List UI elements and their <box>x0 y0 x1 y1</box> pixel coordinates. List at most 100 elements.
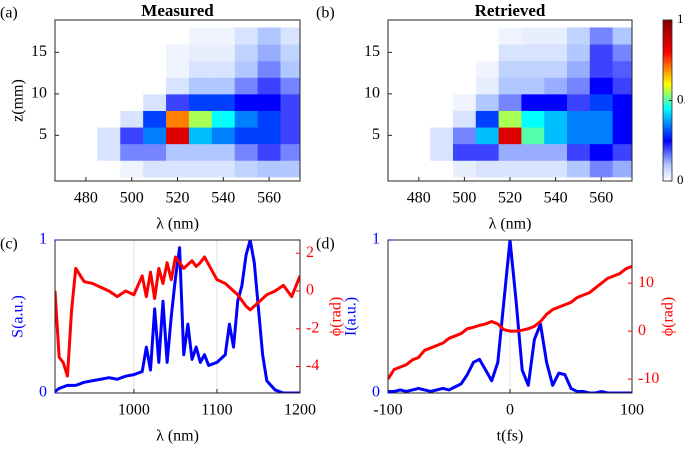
heat-cell <box>55 110 75 128</box>
heat-cell <box>388 77 408 95</box>
x-tick-label: 500 <box>452 190 476 207</box>
heat-cell <box>280 44 300 62</box>
y-axis-label: z(mm) <box>10 79 27 122</box>
heat-cell <box>166 77 190 95</box>
heat-cell <box>475 160 500 178</box>
x-tick-label: 1200 <box>284 402 316 419</box>
plot-area <box>388 27 632 178</box>
heat-cell <box>407 27 431 45</box>
heat-cell <box>521 44 545 62</box>
x-tick-label: -100 <box>373 402 402 419</box>
heat-cell <box>567 110 591 128</box>
heat-cell <box>211 44 236 62</box>
heat-cell <box>234 44 259 62</box>
heat-cell <box>166 60 190 78</box>
heat-cell <box>188 93 213 111</box>
heat-cell <box>407 127 431 145</box>
chart-title: Retrieved <box>475 1 546 20</box>
y-tick-label: 5 <box>39 126 47 143</box>
heat-cell <box>498 77 522 95</box>
heat-cell <box>498 27 522 45</box>
x-tick-label: 0 <box>506 402 514 419</box>
heat-cell <box>257 143 282 161</box>
heat-cell <box>521 127 545 145</box>
heat-cell <box>388 27 408 45</box>
colorbar-tick-label: 0 <box>677 172 684 187</box>
x-tick-label: 540 <box>544 190 568 207</box>
heat-cell <box>188 110 213 128</box>
heat-cell <box>544 60 568 78</box>
heat-cell <box>567 44 591 62</box>
axes-frame <box>54 239 301 394</box>
heat-cell <box>407 60 431 78</box>
y2-tick-label: 2 <box>306 244 314 261</box>
series-line <box>388 240 632 393</box>
heat-cell <box>452 77 477 95</box>
heat-cell <box>120 160 144 178</box>
plot-area <box>388 240 632 393</box>
heat-cell <box>388 110 408 128</box>
heat-cell <box>430 160 454 178</box>
heat-cell <box>521 93 545 111</box>
heat-cell <box>74 44 98 62</box>
x-axis-label: t(fs) <box>497 428 524 445</box>
heat-cell <box>55 93 75 111</box>
y2-tick-label: 10 <box>638 274 654 291</box>
y-tick-label: 15 <box>364 43 380 60</box>
heat-cell <box>188 127 213 145</box>
heat-cell <box>97 143 121 161</box>
heat-cell <box>612 110 632 128</box>
heat-cell <box>612 60 632 78</box>
heat-cell <box>388 143 408 161</box>
heat-cell <box>589 143 614 161</box>
heat-cell <box>143 93 167 111</box>
heat-cell <box>143 60 167 78</box>
heat-cell <box>55 44 75 62</box>
y2-tick-label: -2 <box>306 319 319 336</box>
heat-cell <box>143 160 167 178</box>
heat-cell <box>544 143 568 161</box>
heat-cell <box>544 44 568 62</box>
heat-cell <box>211 110 236 128</box>
y-tick-label: 10 <box>31 85 47 102</box>
panel-label: (c) <box>0 236 18 253</box>
heat-cell <box>257 44 282 62</box>
heat-cell <box>452 60 477 78</box>
heat-cell <box>234 160 259 178</box>
heat-cell <box>521 143 545 161</box>
heat-cell <box>388 160 408 178</box>
heat-cell <box>120 127 144 145</box>
heat-cell <box>430 27 454 45</box>
heat-cell <box>257 93 282 111</box>
heat-cell <box>407 44 431 62</box>
y2-axis-label: ϕ(rad) <box>660 297 677 337</box>
y2-tick-label: 0 <box>638 322 646 339</box>
heat-cell <box>430 60 454 78</box>
heat-cell <box>475 143 500 161</box>
heat-cell <box>55 143 75 161</box>
heat-cell <box>166 44 190 62</box>
heat-cell <box>452 127 477 145</box>
heat-cell <box>55 27 75 45</box>
heat-cell <box>234 93 259 111</box>
heat-cell <box>407 77 431 95</box>
heat-cell <box>74 110 98 128</box>
y2-tick-label: -10 <box>638 370 659 387</box>
heat-cell <box>120 93 144 111</box>
heat-cell <box>544 160 568 178</box>
heat-cell <box>280 110 300 128</box>
colorbar-tick-label: 0.5 <box>677 91 685 106</box>
x-tick-label: 1100 <box>201 402 232 419</box>
heat-cell <box>143 27 167 45</box>
x-tick-label: 500 <box>120 190 144 207</box>
heat-cell <box>166 27 190 45</box>
heat-cell <box>475 93 500 111</box>
heat-cell <box>143 110 167 128</box>
y-axis-label: S(a.u.) <box>10 295 27 338</box>
heat-cell <box>612 127 632 145</box>
heat-cell <box>544 93 568 111</box>
heat-cell <box>166 93 190 111</box>
x-tick-label: 560 <box>257 190 281 207</box>
y2-axis-label: ϕ(rad) <box>328 297 345 337</box>
heat-cell <box>452 27 477 45</box>
